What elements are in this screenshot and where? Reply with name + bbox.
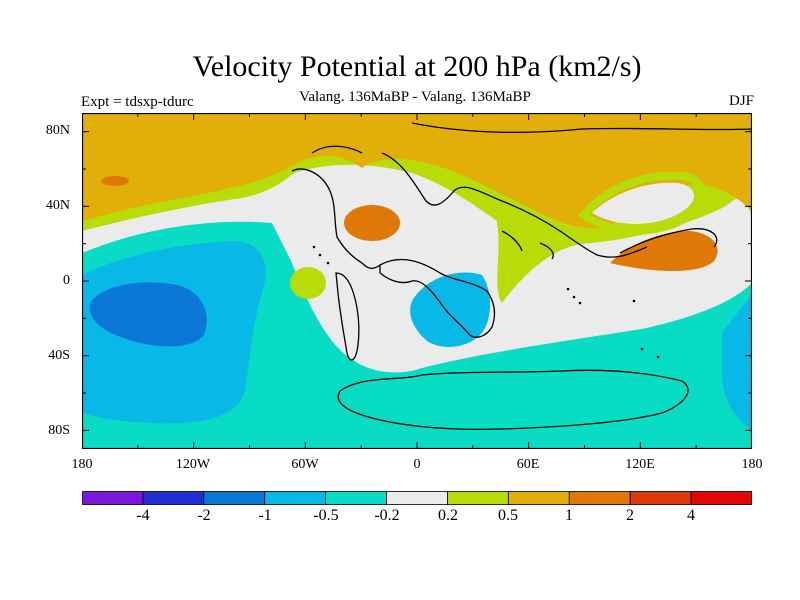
colorbar-cell	[568, 491, 631, 505]
colorbar-cell	[386, 491, 448, 505]
colorbar-cell	[325, 491, 387, 505]
colorbar-label: -0.2	[374, 507, 400, 524]
contour-fill-orange-small	[101, 176, 129, 186]
y-tick-label: 80N	[45, 123, 70, 138]
coastlines	[291, 122, 752, 431]
colorbar-label: 1	[565, 507, 573, 524]
colorbar-cell	[203, 491, 266, 505]
contour-fill-blue-pacific	[89, 282, 207, 347]
contour-fill-orange-eurasia	[344, 205, 400, 241]
colorbar-cell	[507, 491, 570, 505]
contour-fill-green-patch	[290, 267, 326, 299]
colorbar	[82, 491, 752, 505]
axis-ticks	[82, 113, 752, 449]
colorbar-label: -1	[258, 507, 272, 524]
season-label: DJF	[728, 93, 754, 109]
contour-fill-grey-hole	[592, 182, 695, 224]
colorbar-label: 0.5	[498, 507, 518, 524]
x-tick-label: 120E	[625, 457, 655, 472]
x-tick-label: 180	[741, 457, 763, 472]
contour-fill-orange-pacific	[610, 231, 718, 271]
x-tick-label: 60W	[291, 457, 319, 472]
contour-fill-gold	[82, 113, 752, 229]
colorbar-label: -0.5	[313, 507, 339, 524]
x-tick-label: 120W	[175, 457, 211, 472]
colorbar-label: -4	[136, 507, 150, 524]
colorbar-cell	[690, 491, 752, 505]
colorbar-label: -2	[197, 507, 211, 524]
contour-fill-lightblue-atlantic	[410, 272, 491, 347]
island-dots	[312, 245, 660, 359]
y-tick-label: 80S	[48, 423, 70, 438]
colorbar-cell	[447, 491, 509, 505]
colorbar-label: 4	[687, 507, 695, 524]
x-tick-label: 0	[413, 457, 421, 472]
y-tick-label: 0	[63, 273, 70, 288]
contour-fill-lightblue-east	[722, 293, 752, 431]
contour-fill-green-ring	[578, 171, 707, 235]
map-panel	[82, 113, 752, 449]
colorbar-cell	[629, 491, 692, 505]
experiment-label: Expt = tdsxp-tdurc	[81, 94, 194, 110]
colorbar-cell	[142, 491, 205, 505]
x-tick-label: 180	[71, 457, 93, 472]
colorbar-label: 0.2	[438, 507, 458, 524]
x-tick-label: 60E	[516, 457, 540, 472]
plot-title: Velocity Potential at 200 hPa (km2/s)	[192, 50, 642, 83]
velocity-potential-map	[82, 113, 752, 449]
y-tick-label: 40N	[45, 198, 70, 213]
plot-subtitle: Valang. 136MaBP - Valang. 136MaBP	[299, 89, 531, 105]
colorbar-cell	[264, 491, 327, 505]
colorbar-label: 2	[626, 507, 634, 524]
y-tick-label: 40S	[48, 348, 70, 363]
colorbar-cell	[82, 491, 144, 505]
